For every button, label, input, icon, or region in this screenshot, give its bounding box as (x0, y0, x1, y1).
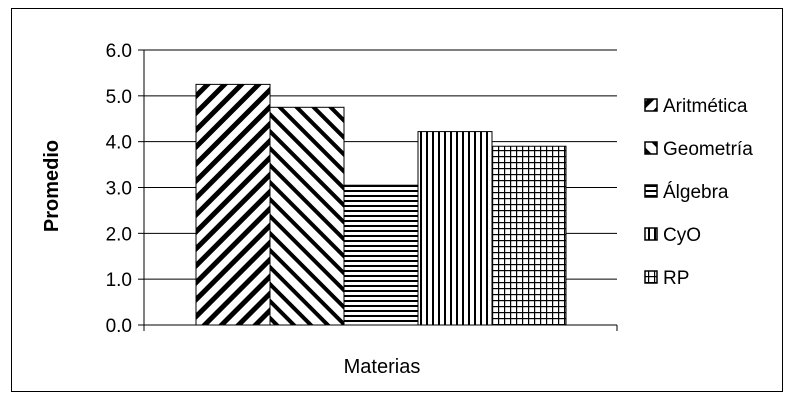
legend-swatch (644, 141, 658, 155)
legend-label: Álgebra (663, 182, 729, 203)
legend-swatch (644, 98, 658, 112)
y-tick-label: 5.0 (106, 87, 132, 108)
legend: Aritmética Geometría Álgebra CyO RP (644, 96, 753, 289)
legend-label: Geometría (663, 139, 753, 160)
bar-aritmetica (195, 83, 271, 326)
bar-cyo (417, 131, 493, 326)
bar-geometria (269, 106, 345, 326)
legend-label: CyO (663, 225, 701, 246)
legend-swatch (644, 270, 658, 284)
y-tick-label: 0.0 (106, 316, 132, 337)
x-axis-title: Materias (344, 356, 421, 378)
legend-label: Aritmética (663, 96, 748, 117)
bar-algebra (343, 184, 419, 326)
y-axis-title: Promedio (41, 140, 63, 232)
bars (195, 83, 567, 326)
legend-swatch (644, 227, 658, 241)
y-tick-label: 1.0 (106, 270, 132, 291)
y-tick-label: 4.0 (106, 133, 132, 154)
y-tick-label: 3.0 (106, 179, 132, 200)
y-tick-label: 6.0 (106, 41, 132, 62)
y-tick-label: 2.0 (106, 224, 132, 245)
bar-rp (491, 145, 567, 326)
legend-swatch (644, 184, 658, 198)
y-tick-labels: 0.0 1.0 2.0 3.0 4.0 5.0 6.0 (106, 41, 618, 337)
legend-label: RP (663, 268, 689, 289)
